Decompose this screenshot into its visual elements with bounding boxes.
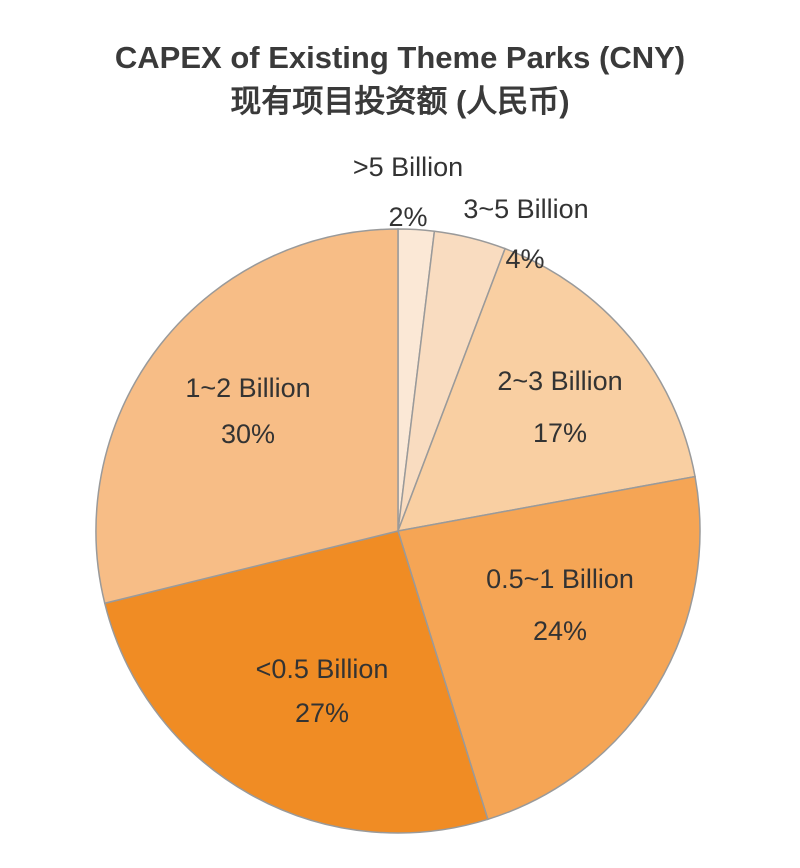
slice-label-1: 3~5 Billion — [463, 194, 588, 224]
slice-label-2: 2~3 Billion — [497, 366, 622, 396]
pie-slice-2 — [396, 247, 696, 532]
slice-pct-2: 17% — [533, 418, 587, 448]
slice-pct-0: 2% — [388, 202, 427, 232]
chart-title-block: CAPEX of Existing Theme Parks (CNY) 现有项目… — [0, 36, 800, 124]
chart-title: CAPEX of Existing Theme Parks (CNY) — [114, 40, 686, 75]
slice-label-4: <0.5 Billion — [256, 654, 389, 684]
slice-pct-5: 30% — [221, 419, 275, 449]
slice-label-5: 1~2 Billion — [185, 373, 310, 403]
pie-slice-3 — [397, 475, 701, 821]
chart-subtitle: 现有项目投资额 (人民币) — [230, 84, 570, 119]
slice-label-3: 0.5~1 Billion — [486, 564, 634, 594]
slice-pct-4: 27% — [295, 698, 349, 728]
pie-slice-5 — [95, 228, 399, 605]
pie-slice-4 — [103, 530, 489, 834]
pie-slices — [95, 228, 701, 834]
slice-label-0: >5 Billion — [353, 152, 463, 182]
pie-labels: >5 Billion 2% 3~5 Billion 4% 2~3 Billion 17% 0… — [185, 152, 634, 728]
slice-pct-1: 4% — [505, 244, 544, 274]
slice-pct-3: 24% — [533, 616, 587, 646]
